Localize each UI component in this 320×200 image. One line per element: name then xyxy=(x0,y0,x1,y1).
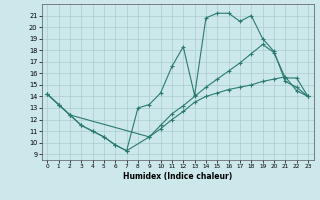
X-axis label: Humidex (Indice chaleur): Humidex (Indice chaleur) xyxy=(123,172,232,181)
